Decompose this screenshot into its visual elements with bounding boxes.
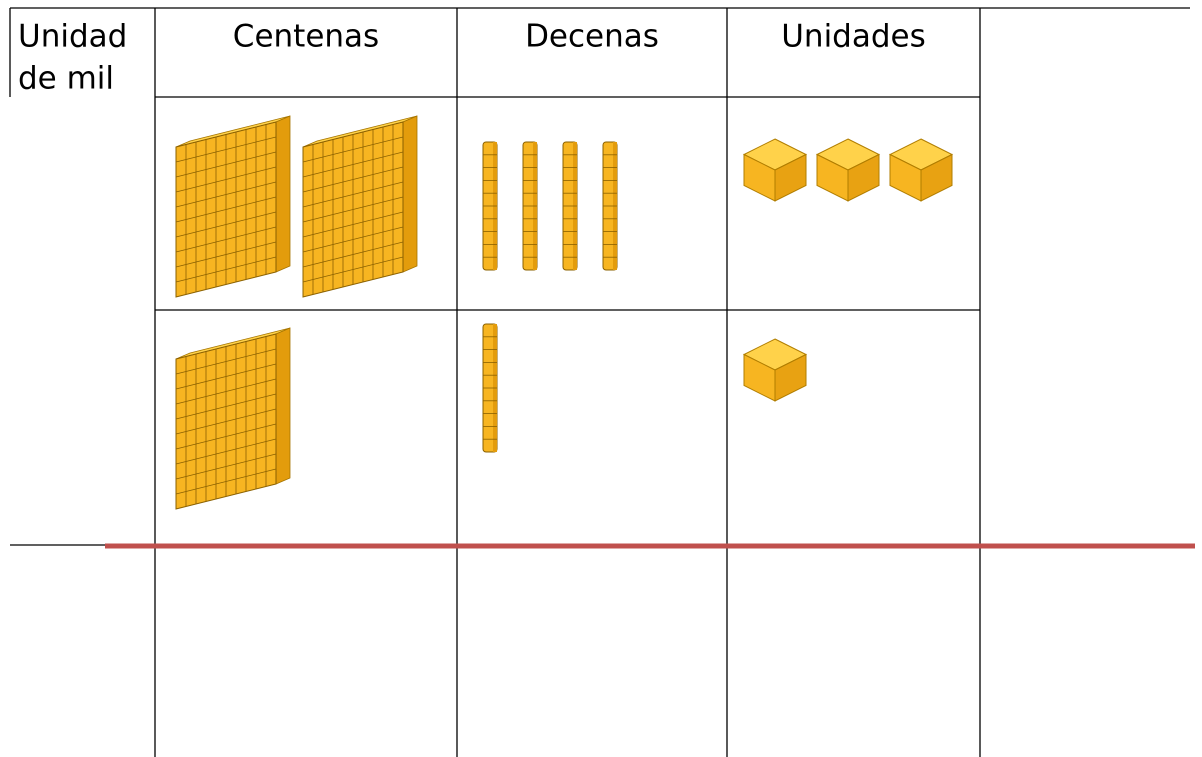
flat-grid [302,241,404,268]
flat-grid [175,438,277,465]
hundred-flat [175,115,291,298]
flat-grid [302,211,404,238]
flat-grid [175,453,277,480]
flat-grid [175,256,277,283]
flat-grid [175,241,277,268]
ten-rod [602,141,618,271]
cube-right [774,153,807,202]
ten-rod [482,323,498,453]
column-header: Centenas [233,19,379,55]
unit-cube [742,338,808,402]
flat-grid [302,256,404,283]
flat-grid [302,226,404,253]
flat-grid [175,468,277,495]
flat-side [275,115,291,273]
hundred-flat [302,115,418,298]
table-grid [9,7,1195,757]
ten-rod [482,141,498,271]
ten-rod [562,141,578,271]
cube-right [774,353,807,402]
column-header: Unidad [18,19,127,55]
unit-cube [888,138,954,202]
hundred-flat [175,327,291,510]
flat-grid [175,211,277,238]
flat-grid [175,423,277,450]
flat-grid [302,196,404,223]
ten-rod [522,141,538,271]
column-header: Decenas [525,19,659,55]
flat-side [275,327,291,485]
flat-side [402,115,418,273]
column-header: de mil [18,61,114,97]
flat-grid [175,196,277,223]
cube-right [847,153,880,202]
unit-cube [815,138,881,202]
flat-grid [175,408,277,435]
unit-cube [742,138,808,202]
flat-grid [175,226,277,253]
cube-right [920,153,953,202]
column-header: Unidades [781,19,926,55]
